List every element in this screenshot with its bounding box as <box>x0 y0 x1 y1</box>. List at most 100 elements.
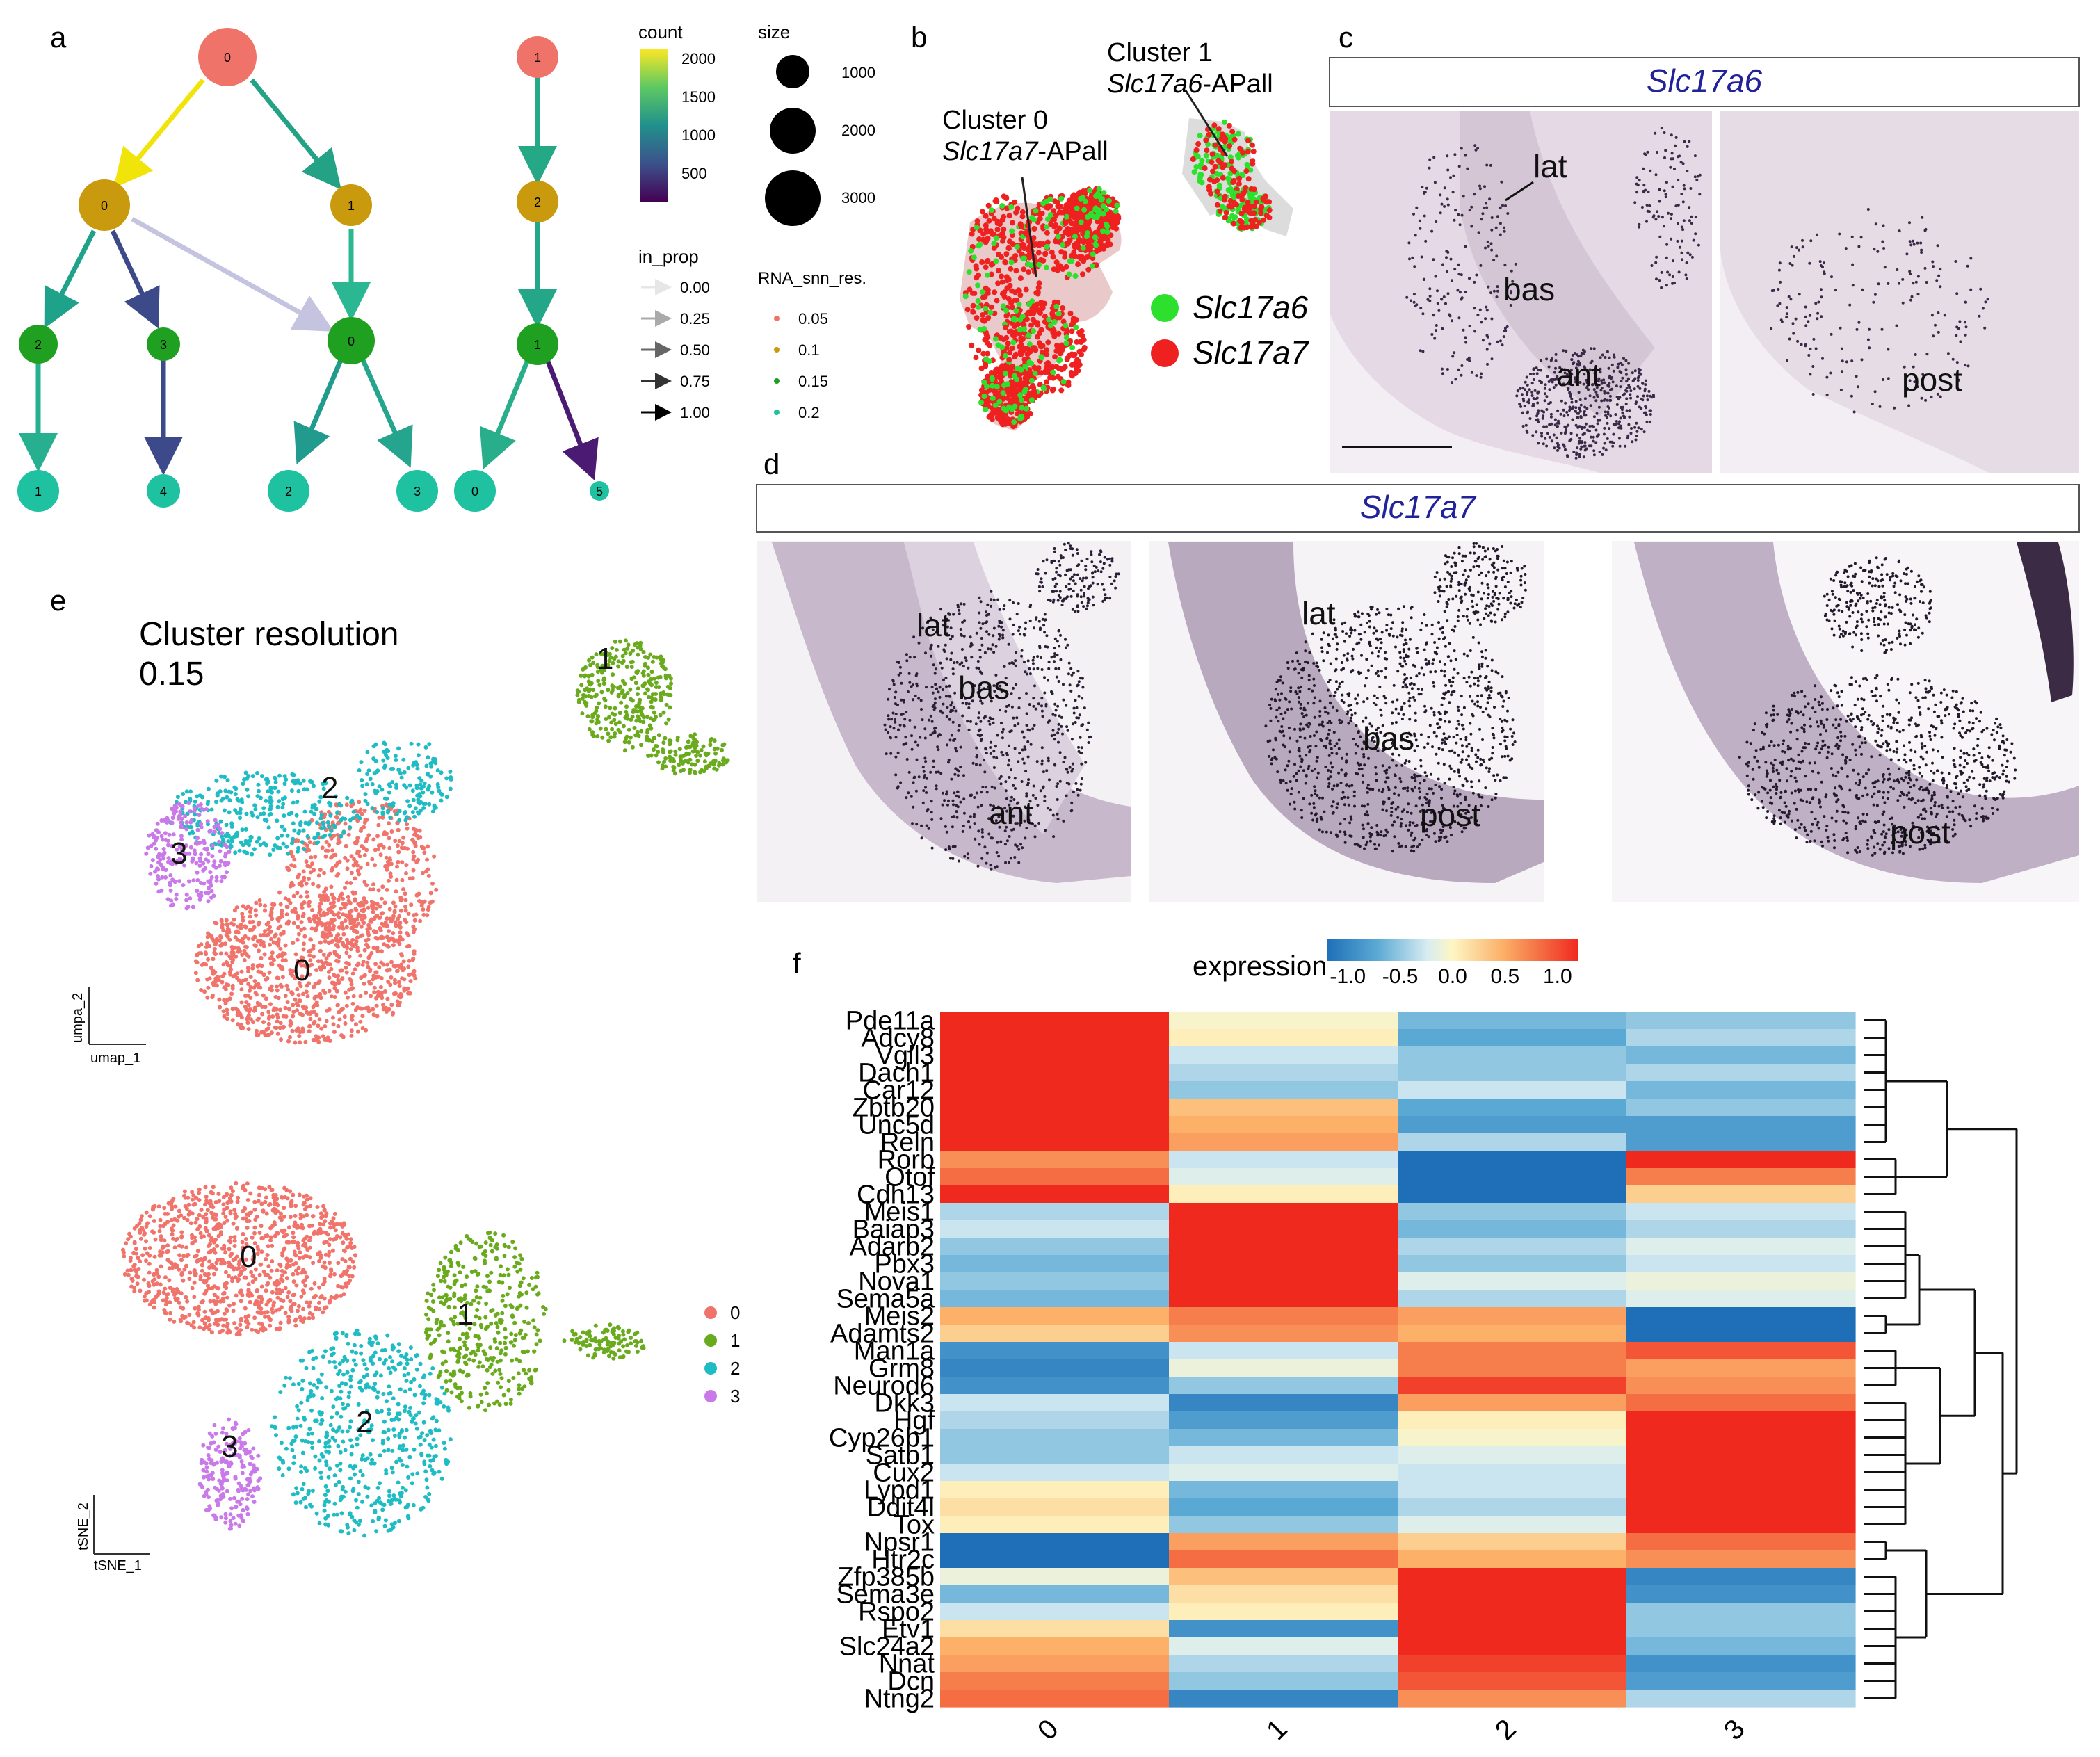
umap-dot <box>214 875 219 880</box>
umap-dot <box>332 980 337 985</box>
umap-dot <box>259 942 264 947</box>
umap-dot <box>357 800 362 804</box>
expression-dot <box>998 364 1004 371</box>
umap-dot <box>344 880 349 885</box>
umap-dot <box>395 843 400 848</box>
umap-dot <box>608 735 613 740</box>
umap-dot <box>277 915 282 920</box>
umap-dot <box>317 965 322 970</box>
expression-dot <box>995 406 1001 412</box>
expression-dot <box>966 269 972 275</box>
umap-dot <box>325 921 330 926</box>
umap-dot <box>275 988 280 993</box>
expression-dot <box>1019 405 1025 411</box>
expression-dot <box>1266 199 1273 205</box>
expression-dot <box>1015 287 1021 293</box>
umap-dot <box>380 787 385 792</box>
umap-dot <box>362 853 367 857</box>
expression-dot <box>1236 175 1243 181</box>
tree-node-label: 0 <box>348 334 355 348</box>
tsne-dot <box>225 1309 229 1313</box>
tsne-dot <box>245 1181 250 1186</box>
umap-dot <box>229 921 234 926</box>
umap-dot <box>156 830 161 835</box>
expression-dot <box>1104 242 1110 248</box>
tree-node <box>328 317 375 364</box>
umap-dot <box>596 679 601 683</box>
umap-dot <box>377 815 382 820</box>
cluster0-label: Cluster 0 <box>942 106 1048 135</box>
umap-dot <box>225 1012 230 1017</box>
umap-dot <box>421 907 426 912</box>
umap-dot <box>685 745 690 749</box>
expression-dot <box>1035 365 1042 371</box>
umap-dot <box>339 1033 344 1037</box>
umap-dot <box>353 841 357 845</box>
umap-dot <box>250 966 255 971</box>
umap-dot <box>277 799 282 804</box>
umap-cluster-label: 1 <box>597 642 613 676</box>
expression-dot <box>1080 227 1086 233</box>
expression-dot <box>1055 238 1061 245</box>
umap-dot <box>280 975 285 980</box>
expression-umap: Cluster 0 Slc17a7-APall Cluster 1 Slc17a… <box>942 38 1309 431</box>
umap-dot <box>319 812 324 817</box>
umap-dot <box>315 921 320 925</box>
umap-dot <box>277 773 282 778</box>
umap-dot <box>275 941 280 946</box>
umap-dot <box>325 898 330 902</box>
tsne-dot <box>140 1253 145 1258</box>
umap-dot <box>713 751 718 756</box>
umap-dot <box>302 941 306 946</box>
umap-dot <box>362 973 367 978</box>
expression-dot <box>1033 290 1040 296</box>
umap-dot <box>197 864 202 868</box>
umap-dot <box>358 865 363 870</box>
umap-dot <box>717 761 722 766</box>
tsne-dot <box>223 1215 228 1219</box>
expression-dot <box>1060 379 1067 385</box>
tree-edge <box>250 78 341 190</box>
umap-dot <box>421 845 426 850</box>
umap-dot <box>267 812 272 817</box>
umap-dot <box>345 866 350 871</box>
umap-dot <box>330 866 335 871</box>
panel-label-b: b <box>911 21 927 54</box>
umap-dot <box>379 896 384 901</box>
expression-dot <box>1051 208 1057 214</box>
umap-dot <box>384 1005 388 1010</box>
expression-dot <box>1095 247 1101 253</box>
tsne-dot <box>219 1261 224 1266</box>
umap-dot <box>397 941 402 946</box>
umap-dot <box>403 908 408 913</box>
expression-dot <box>968 248 974 254</box>
umap-dot <box>312 868 316 873</box>
umap-dot <box>355 850 360 855</box>
umap-dot <box>631 675 636 680</box>
tsne-dot <box>301 1243 306 1248</box>
expression-dot <box>1013 308 1019 314</box>
umap-dot <box>329 909 334 914</box>
umap-dot <box>367 953 372 958</box>
umap-dot <box>210 843 215 848</box>
expression-dot <box>1251 186 1257 193</box>
tsne-dot <box>227 1196 232 1201</box>
umap-dot <box>199 942 204 947</box>
expression-dot <box>1021 389 1028 395</box>
umap-dot <box>165 816 170 820</box>
umap-dot <box>374 1003 379 1008</box>
umap-dot <box>666 717 671 722</box>
expression-dot <box>1081 207 1088 213</box>
umap-dot <box>691 736 696 740</box>
umap-dot <box>387 790 391 795</box>
expression-dot <box>976 236 983 242</box>
expression-dot <box>997 373 1003 379</box>
umap-dot <box>394 889 398 894</box>
umap-dot <box>426 844 430 849</box>
expression-dot <box>995 280 1001 286</box>
umap-dot <box>307 1024 312 1029</box>
expression-dot <box>1226 203 1232 209</box>
umap-dot <box>312 954 316 959</box>
umap-dot <box>322 871 326 875</box>
umap-dot <box>312 802 317 807</box>
